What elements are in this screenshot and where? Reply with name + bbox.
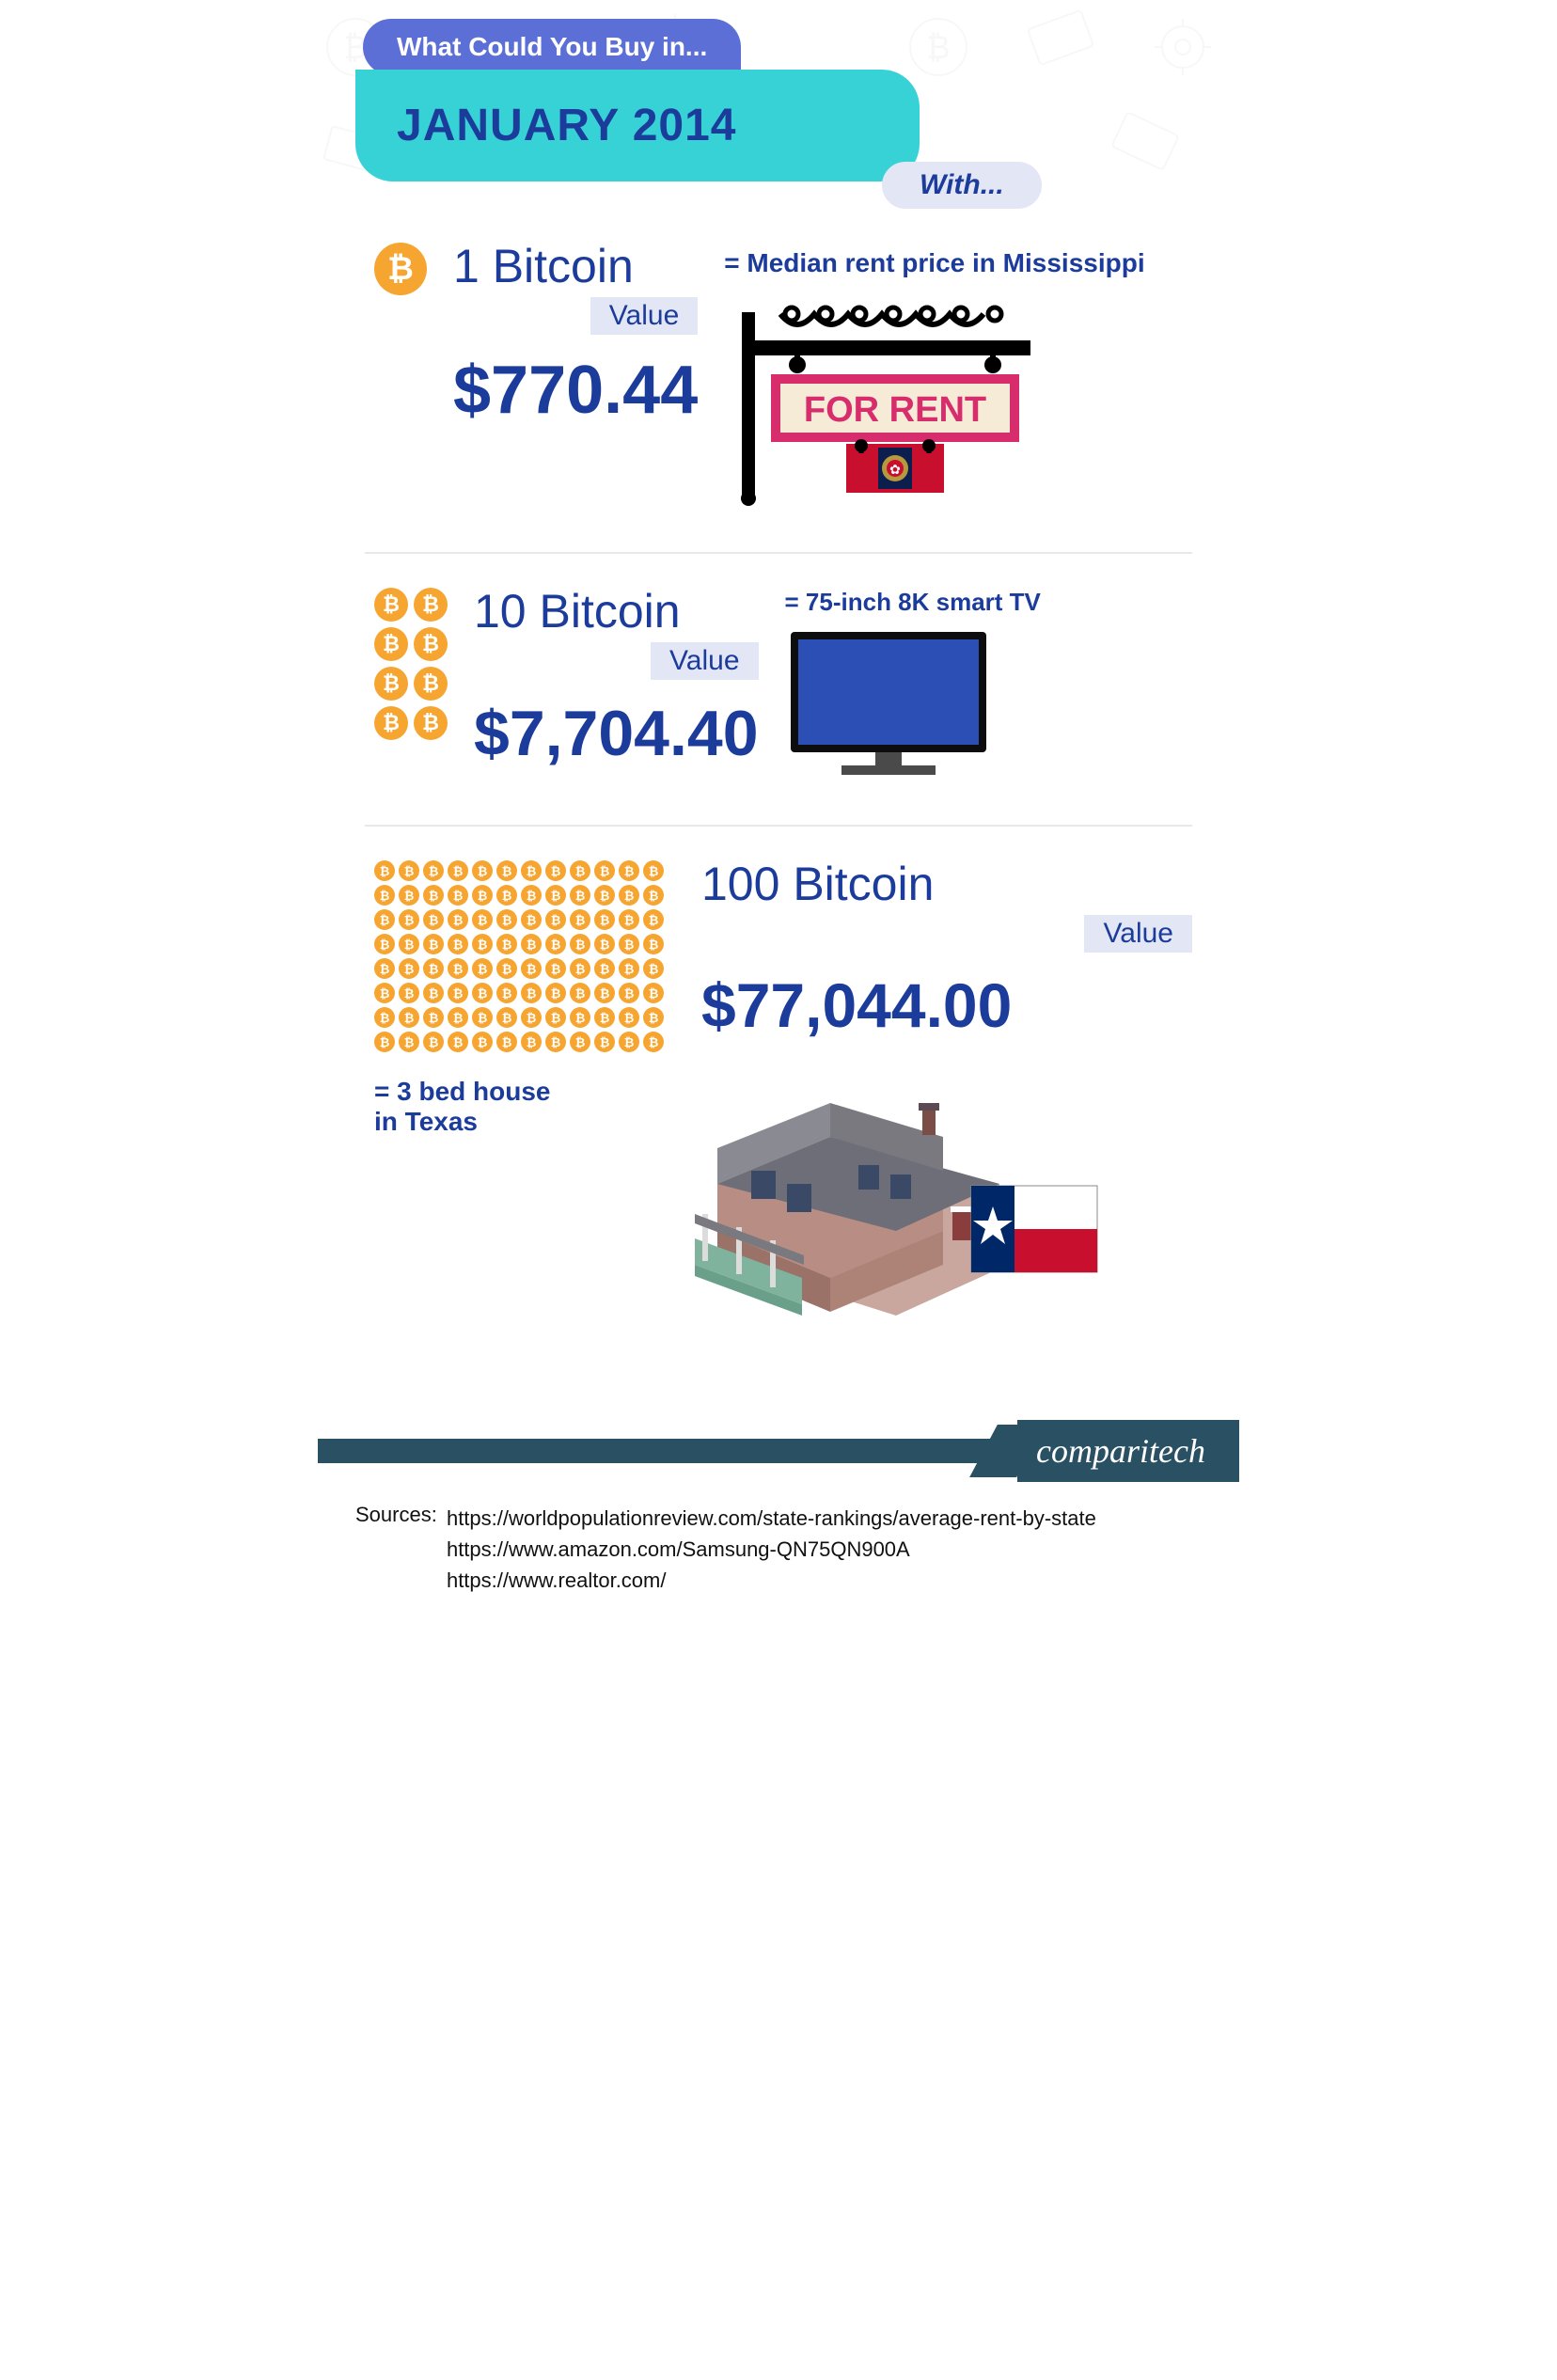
sources-label: Sources: [355,1503,437,1526]
footer-bar: comparitech [318,1420,1239,1482]
amount-label: 10 Bitcoin [474,588,759,635]
footer-logo: comparitech [1017,1420,1239,1482]
price-value: $77,044.00 [701,969,1192,1041]
price-value: $770.44 [453,352,698,429]
header-with: With... [882,162,1042,209]
section-1-bitcoin: ₿ 1 Bitcoin Value $770.44 = Median rent … [355,209,1202,552]
header-date: JANUARY 2014 [355,70,920,181]
equals-text: = Median rent price in Mississippi [724,248,1192,278]
house-texas-icon [572,1080,1192,1330]
header-pill: What Could You Buy in... [363,19,741,75]
amount-label: 100 Bitcoin [701,860,1192,907]
value-label: Value [651,642,759,680]
source-url: https://www.realtor.com/ [447,1565,1096,1596]
bitcoin-coin-icon: ₿ [374,243,427,295]
source-url: https://worldpopulationreview.com/state-… [447,1503,1096,1534]
equals-text: = 75-inch 8K smart TV [785,588,1192,617]
svg-text:✿: ✿ [889,462,901,477]
price-value: $7,704.40 [474,697,759,770]
for-rent-sign-icon: FOR RENT ✿ [724,297,1192,518]
value-label: Value [590,297,699,335]
amount-label: 1 Bitcoin [453,243,698,290]
source-url: https://www.amazon.com/Samsung-QN75QN900… [447,1534,1096,1565]
bitcoin-coin-grid-10: ₿₿ ₿₿ ₿₿ ₿₿ [374,588,448,740]
bitcoin-coin-grid-100: ₿₿₿₿₿₿₿₿₿₿₿₿₿₿₿₿₿₿₿₿₿₿₿₿₿₿₿₿₿₿₿₿₿₿₿₿₿₿₿₿… [374,860,664,1052]
section-100-bitcoin: ₿₿₿₿₿₿₿₿₿₿₿₿₿₿₿₿₿₿₿₿₿₿₿₿₿₿₿₿₿₿₿₿₿₿₿₿₿₿₿₿… [355,827,1202,1363]
section-10-bitcoin: ₿₿ ₿₿ ₿₿ ₿₿ 10 Bitcoin Value $7,704.40 =… [355,554,1202,825]
svg-text:FOR RENT: FOR RENT [804,390,986,430]
sources-block: Sources: https://worldpopulationreview.c… [318,1482,1239,1616]
tv-icon [785,626,1192,791]
value-label: Value [1084,915,1192,953]
